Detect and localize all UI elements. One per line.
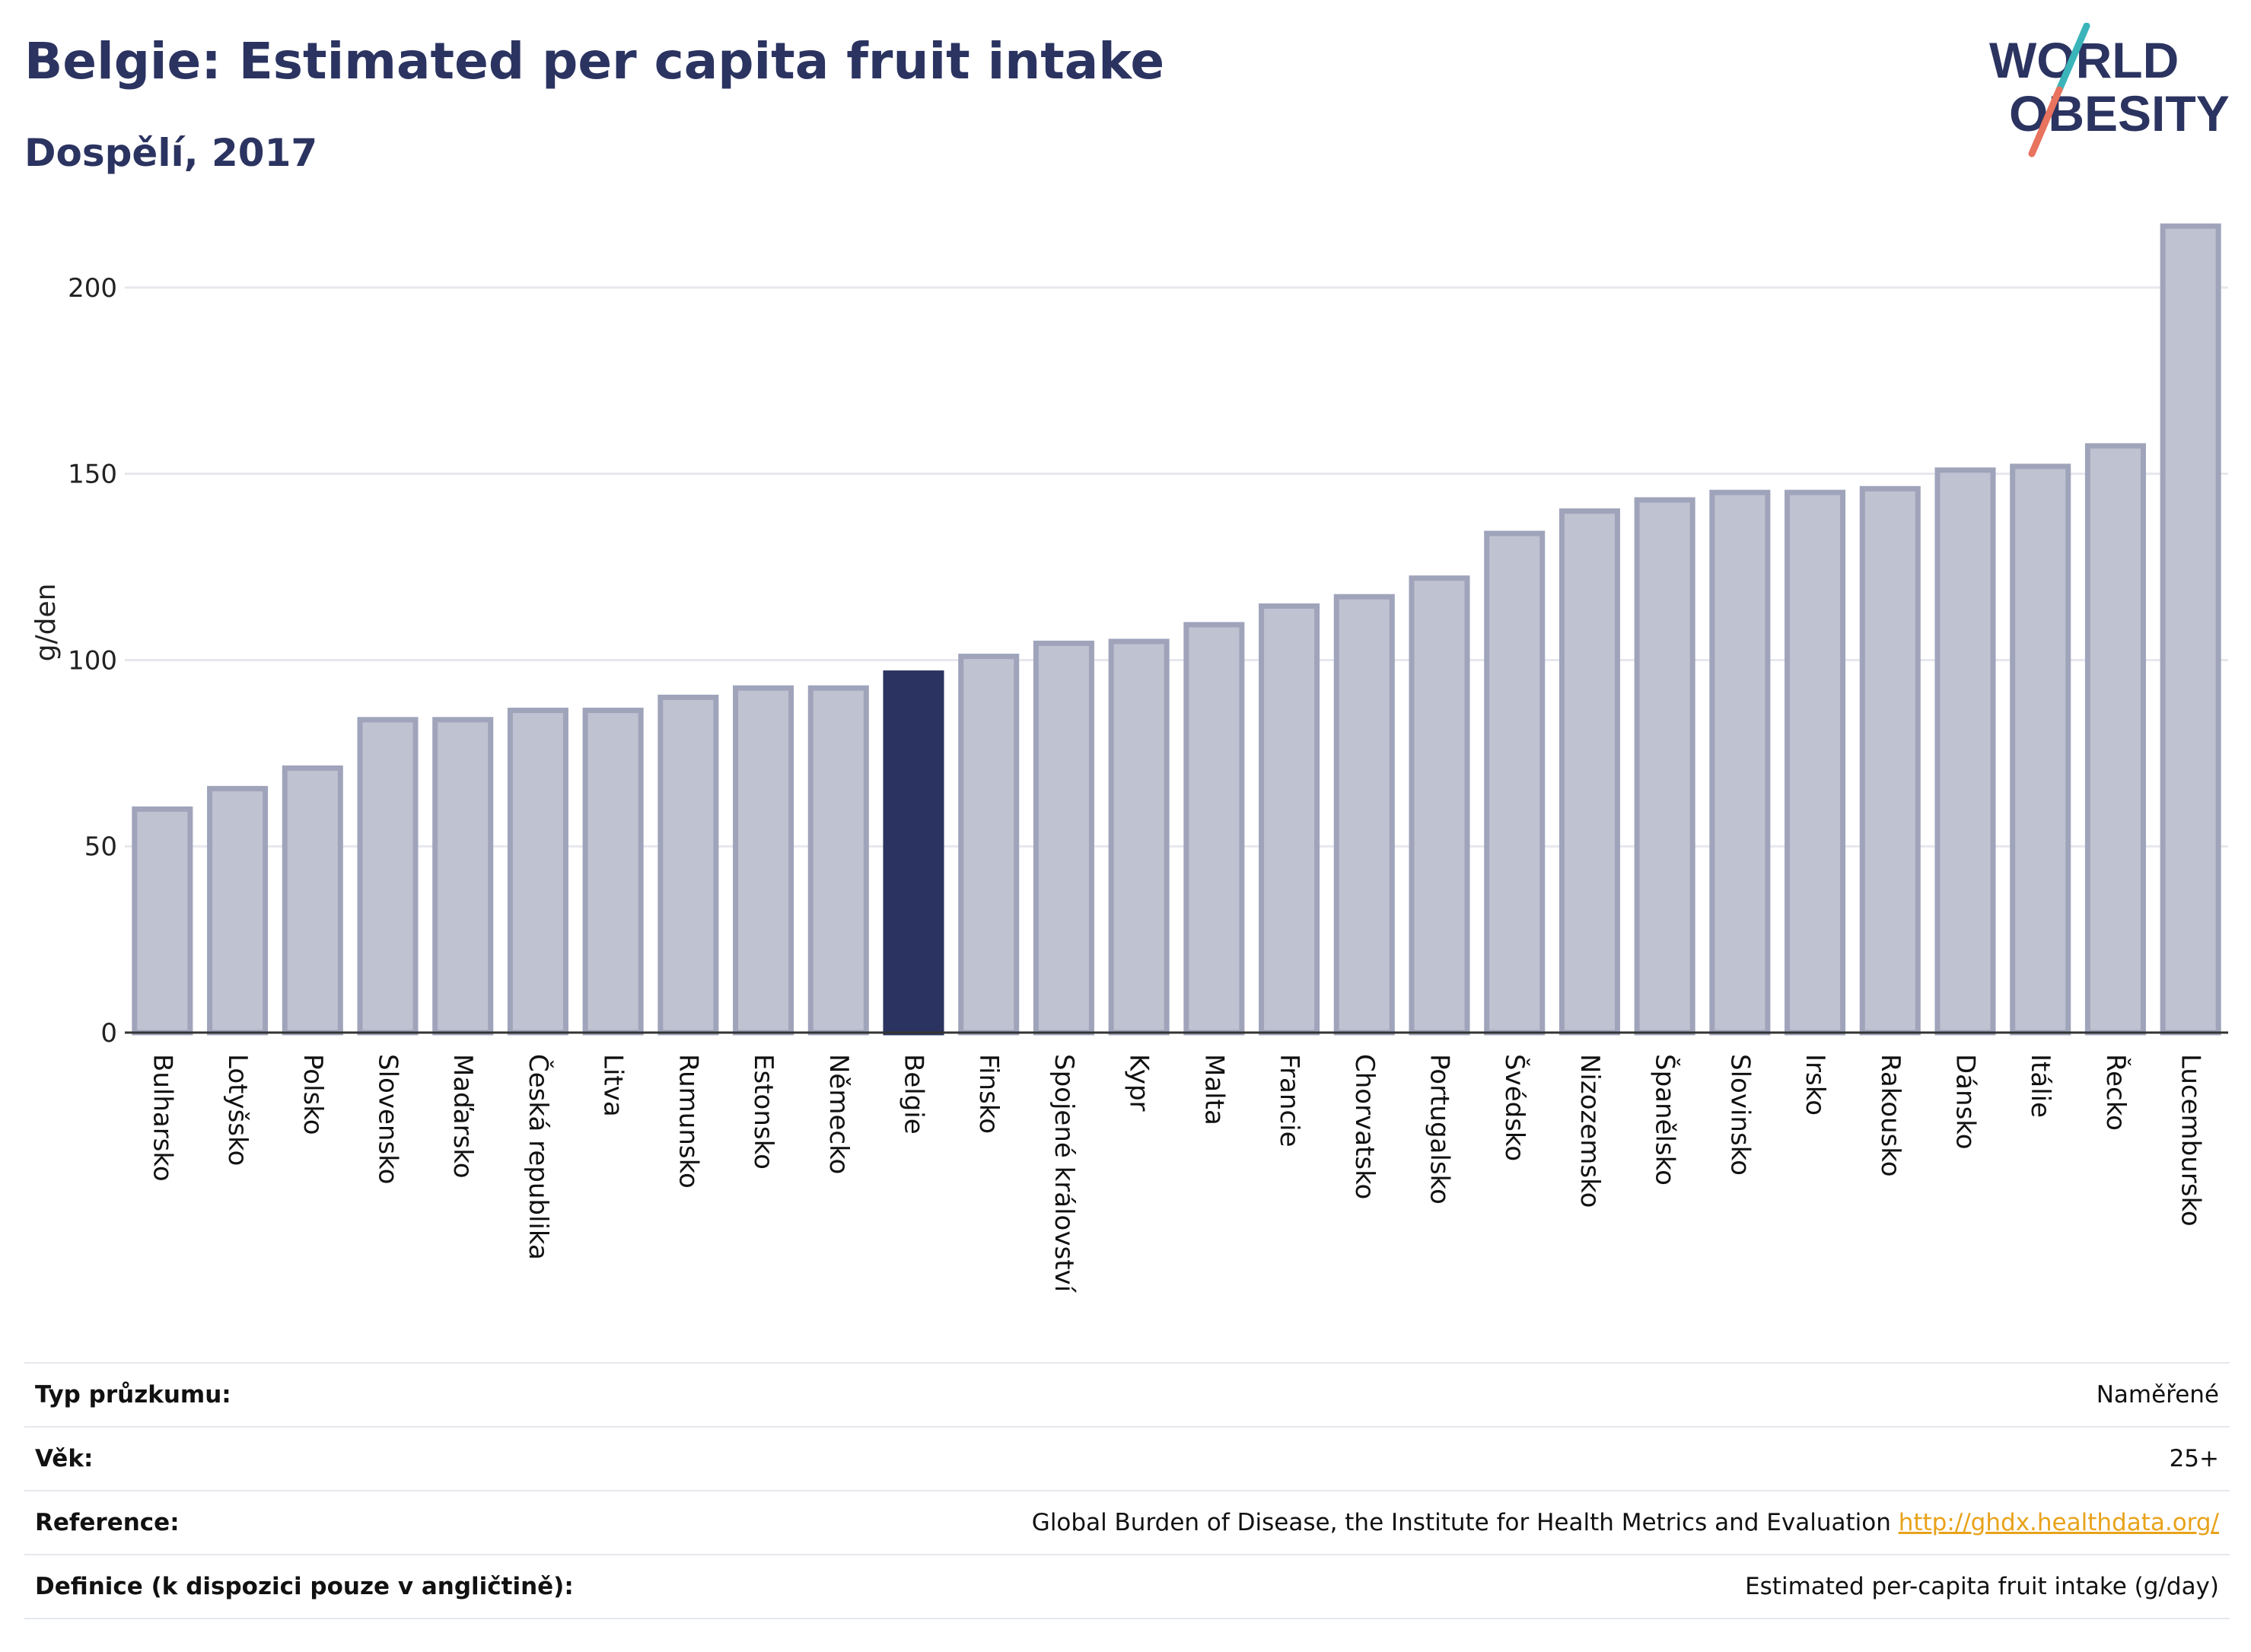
chart-title: Belgie: Estimated per capita fruit intak…	[24, 32, 1165, 91]
x-tick-label: Spojené království	[1049, 1054, 1079, 1294]
bar	[1934, 467, 1996, 1036]
x-tick-label: Malta	[1199, 1054, 1229, 1125]
bar	[357, 717, 419, 1036]
logo-slash-teal	[2055, 23, 2090, 94]
reference-value: Global Burden of Disease, the Institute …	[1032, 1509, 2230, 1536]
details-row-age: Věk: 25+	[24, 1426, 2230, 1490]
bar	[1259, 603, 1320, 1036]
x-tick-label: Finsko	[973, 1054, 1004, 1134]
bar	[1634, 497, 1695, 1036]
x-tick-label: Slovinsko	[1724, 1054, 1755, 1176]
bar	[507, 708, 568, 1036]
bar-chart: 0 50 100 150 200 g/den Bulharsko Lotyšsko Polsko…	[30, 223, 2228, 1294]
bar	[1183, 622, 1245, 1036]
details-row-definition: Definice (k dispozici pouze v angličtině…	[24, 1554, 2230, 1619]
chart-subtitle: Dospělí, 2017	[24, 131, 318, 175]
x-tick-label: Španělsko	[1650, 1054, 1681, 1186]
bar-highlight	[883, 670, 944, 1036]
bar	[132, 806, 193, 1036]
x-tick-label: Litva	[598, 1054, 629, 1117]
logo-slash-coral	[2028, 86, 2063, 158]
x-tick-label: Lucembursko	[2176, 1054, 2206, 1227]
age-value: 25+	[2169, 1445, 2219, 1472]
bar	[1333, 594, 1395, 1036]
x-tick-label: Belgie	[899, 1054, 929, 1135]
x-tick-label: Česká republika	[523, 1054, 554, 1260]
y-axis-label: g/den	[30, 584, 62, 662]
x-tick-label: Bulharsko	[147, 1054, 177, 1182]
x-tick-label: Řecko	[2100, 1054, 2132, 1131]
x-tick-label: Chorvatsko	[1349, 1054, 1380, 1199]
bar	[207, 785, 269, 1036]
bar	[1108, 638, 1170, 1036]
bar	[1484, 530, 1546, 1036]
age-label: Věk:	[35, 1445, 94, 1472]
y-tick-label: 50	[84, 832, 117, 862]
survey-type-label: Typ průzkumu:	[35, 1381, 231, 1408]
world-obesity-logo: WORLD OBESITY	[1989, 23, 2230, 158]
definition-label: Definice (k dispozici pouze v angličtině…	[35, 1573, 574, 1600]
x-tick-label: Dánsko	[1950, 1054, 1981, 1150]
bar	[1409, 575, 1470, 1036]
bar	[2160, 223, 2221, 1036]
x-tick-label: Německo	[823, 1054, 854, 1174]
x-tick-label: Polsko	[298, 1054, 328, 1135]
survey-type-value: Naměřené	[2096, 1381, 2219, 1408]
bar	[582, 708, 644, 1036]
x-tick-label: Maďarsko	[447, 1054, 478, 1179]
bar	[2010, 463, 2071, 1036]
bar	[807, 685, 869, 1036]
reference-label: Reference:	[35, 1509, 180, 1536]
bar	[733, 685, 794, 1036]
x-tick-label: Itálie	[2025, 1054, 2055, 1118]
bar	[2084, 443, 2146, 1036]
x-tick-label: Estonsko	[748, 1054, 778, 1170]
x-tick-label: Portugalsko	[1425, 1054, 1455, 1205]
bar	[1033, 640, 1094, 1036]
reference-text: Global Burden of Disease, the Institute …	[1031, 1509, 1891, 1536]
bar	[282, 765, 343, 1036]
details-table: Typ průzkumu: Naměřené Věk: 25+ Referenc…	[24, 1362, 2230, 1619]
bar	[1709, 489, 1771, 1036]
x-tick-label: Švédsko	[1499, 1054, 1530, 1161]
bar	[1785, 489, 1846, 1036]
x-tick-label: Slovensko	[373, 1054, 403, 1184]
x-tick-label: Rakousko	[1875, 1054, 1906, 1177]
x-tick-label: Irsko	[1800, 1054, 1830, 1116]
bar	[1859, 485, 1921, 1036]
x-tick-label: Rumunsko	[673, 1054, 703, 1189]
y-tick-label: 100	[68, 645, 117, 676]
x-tick-label: Kypr	[1124, 1054, 1154, 1112]
reference-link[interactable]: http://ghdx.healthdata.org/	[1898, 1509, 2219, 1536]
bar	[958, 654, 1020, 1036]
x-tick-label: Nizozemsko	[1574, 1054, 1605, 1208]
y-tick-label: 0	[100, 1018, 117, 1049]
logo-line-1: WORLD	[1989, 32, 2179, 88]
x-tick-label: Lotyšsko	[222, 1054, 253, 1166]
bar	[432, 717, 494, 1036]
x-tick-label: Francie	[1274, 1054, 1304, 1147]
bar	[1559, 508, 1620, 1036]
definition-value: Estimated per-capita fruit intake (g/day…	[1745, 1573, 2219, 1600]
y-tick-label: 200	[68, 273, 117, 304]
details-row-reference: Reference: Global Burden of Disease, the…	[24, 1490, 2230, 1554]
y-tick-label: 150	[68, 460, 117, 490]
bar	[657, 694, 719, 1036]
details-row-survey-type: Typ průzkumu: Naměřené	[24, 1362, 2230, 1426]
